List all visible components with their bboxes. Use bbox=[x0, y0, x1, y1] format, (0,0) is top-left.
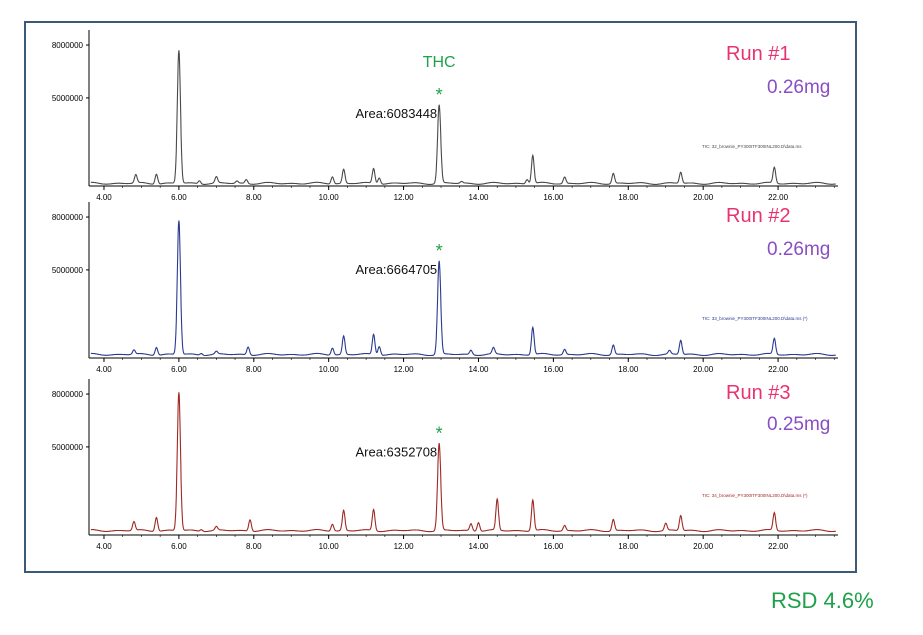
x-tick-label-run-2: 14.00 bbox=[468, 365, 489, 374]
thc-peak-marker-run-3: * bbox=[436, 423, 443, 443]
run-1-mass: 0.26mg bbox=[767, 77, 831, 98]
thc-peak-marker-run-1: * bbox=[436, 85, 443, 105]
rsd-summary: RSD 4.6% bbox=[771, 588, 874, 613]
x-tick-label-run-1: 12.00 bbox=[394, 193, 415, 202]
x-tick-label-run-2: 18.00 bbox=[618, 365, 639, 374]
chromatogram-run-3: 4.00 6.00 8.00 10.00 12.00 14.00 16.00 18.00 20.… bbox=[52, 379, 838, 551]
run-1-label: Run #1 bbox=[726, 43, 791, 65]
run-3-label: Run #3 bbox=[726, 382, 791, 404]
run-3-mass: 0.25mg bbox=[767, 414, 831, 435]
thc-peak-marker-run-2: * bbox=[436, 241, 443, 261]
y-tick-label-run-3: 8000000 bbox=[52, 390, 84, 399]
x-tick-label-run-1: 8.00 bbox=[246, 193, 262, 202]
x-tick-label-run-3: 4.00 bbox=[96, 542, 112, 551]
x-tick-label-run-1: 4.00 bbox=[96, 193, 112, 202]
x-tick-label-run-2: 8.00 bbox=[246, 365, 262, 374]
y-tick-label-run-1: 8000000 bbox=[52, 41, 84, 50]
x-tick-label-run-3: 14.00 bbox=[468, 542, 489, 551]
chromatogram-trace-run-1 bbox=[90, 50, 836, 185]
x-tick-label-run-2: 6.00 bbox=[171, 365, 187, 374]
x-tick-label-run-1: 18.00 bbox=[618, 193, 639, 202]
x-tick-label-run-3: 22.00 bbox=[768, 542, 789, 551]
area-label-run-3: Area:6352708 bbox=[355, 444, 437, 459]
x-tick-label-run-2: 16.00 bbox=[543, 365, 564, 374]
x-tick-label-run-3: 12.00 bbox=[394, 542, 415, 551]
x-tick-label-run-3: 10.00 bbox=[319, 542, 340, 551]
chromatogram-plot: 4.00 6.00 8.00 10.00 12.00 14.00 16.00 18.00 20.… bbox=[52, 30, 838, 551]
x-tick-label-run-1: 20.00 bbox=[693, 193, 714, 202]
y-tick-label-run-3: 5000000 bbox=[52, 443, 84, 452]
area-label-run-1: Area:6083448 bbox=[355, 106, 437, 121]
x-tick-label-run-2: 4.00 bbox=[96, 365, 112, 374]
y-tick-label-run-1: 5000000 bbox=[52, 94, 84, 103]
x-tick-label-run-1: 6.00 bbox=[171, 193, 187, 202]
x-tick-label-run-2: 12.00 bbox=[394, 365, 415, 374]
area-label-run-2: Area:6664705 bbox=[355, 262, 437, 277]
tic-label-run-2: TIC: 33_brownie_PY300ITF300INL200.D\data… bbox=[702, 316, 808, 321]
x-tick-label-run-3: 20.00 bbox=[693, 542, 714, 551]
x-tick-label-run-2: 22.00 bbox=[768, 365, 789, 374]
x-tick-label-run-2: 20.00 bbox=[693, 365, 714, 374]
run-2-label: Run #2 bbox=[726, 205, 791, 227]
chromatogram-panel: 4.00 6.00 8.00 10.00 12.00 14.00 16.00 18.00 20.… bbox=[24, 21, 857, 573]
x-tick-label-run-1: 14.00 bbox=[468, 193, 489, 202]
chromatogram-trace-run-2 bbox=[90, 220, 836, 357]
x-tick-label-run-3: 6.00 bbox=[171, 542, 187, 551]
chromatogram-run-2: 4.00 6.00 8.00 10.00 12.00 14.00 16.00 18.00 20.… bbox=[52, 202, 838, 374]
run-2-mass: 0.26mg bbox=[767, 239, 831, 260]
chromatogram-trace-run-3 bbox=[90, 392, 836, 533]
x-tick-label-run-1: 22.00 bbox=[768, 193, 789, 202]
chromatogram-run-1: 4.00 6.00 8.00 10.00 12.00 14.00 16.00 18.00 20.… bbox=[52, 30, 838, 202]
y-tick-label-run-2: 5000000 bbox=[52, 266, 84, 275]
tic-label-run-3: TIC: 34_brownie_PY300ITF300INL200.D\data… bbox=[702, 493, 808, 498]
x-tick-label-run-1: 16.00 bbox=[543, 193, 564, 202]
thc-label: THC bbox=[423, 54, 456, 71]
y-tick-label-run-2: 8000000 bbox=[52, 213, 84, 222]
x-tick-label-run-3: 18.00 bbox=[618, 542, 639, 551]
tic-label-run-1: TIC: 32_brownie_PY300ITF300INL200.D\data… bbox=[702, 144, 802, 149]
x-tick-label-run-1: 10.00 bbox=[319, 193, 340, 202]
x-tick-label-run-3: 16.00 bbox=[543, 542, 564, 551]
x-tick-label-run-2: 10.00 bbox=[319, 365, 340, 374]
x-tick-label-run-3: 8.00 bbox=[246, 542, 262, 551]
